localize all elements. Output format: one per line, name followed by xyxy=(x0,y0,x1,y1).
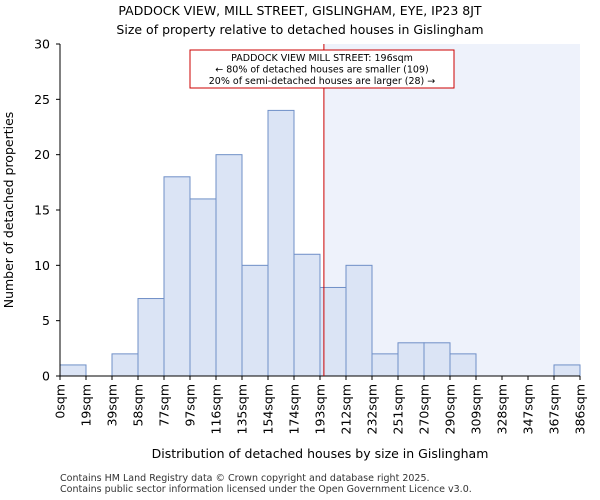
bar xyxy=(111,353,139,377)
x-tick-label: 193sqm xyxy=(313,384,328,434)
x-tick-label: 97sqm xyxy=(183,384,198,427)
x-tick-label: 58sqm xyxy=(131,384,146,427)
x-tick-label: 174sqm xyxy=(287,384,302,434)
x-tick-label: 386sqm xyxy=(573,384,588,434)
x-tick-label: 19sqm xyxy=(79,384,94,427)
footer-licence: Contains public sector information licen… xyxy=(60,484,472,495)
x-tick-label: 39sqm xyxy=(105,384,120,427)
x-tick-label: 328sqm xyxy=(495,384,510,434)
annotation-line: PADDOCK VIEW MILL STREET: 196sqm xyxy=(231,53,413,64)
bar xyxy=(163,176,191,377)
x-tick-label: 251sqm xyxy=(391,384,406,434)
bar xyxy=(449,353,477,377)
bar xyxy=(553,364,581,377)
bar xyxy=(423,342,451,377)
x-tick-label: 290sqm xyxy=(443,384,458,434)
x-tick-label: 77sqm xyxy=(157,384,172,427)
footer-copyright: Contains HM Land Registry data © Crown c… xyxy=(60,473,430,484)
bar xyxy=(241,264,269,377)
plot-area: 0 5 10 15 20 25 30 0sqm 19sqm 39sqm 58sqm 77sqm 97sq… xyxy=(34,37,587,435)
bar xyxy=(345,264,373,377)
x-tick-label: 154sqm xyxy=(261,384,276,434)
y-tick-label: 20 xyxy=(34,147,50,162)
bar xyxy=(293,253,321,377)
x-tick-label: 232sqm xyxy=(365,384,380,434)
bar xyxy=(137,298,165,377)
y-tick-label: 30 xyxy=(34,37,50,52)
annotation-box xyxy=(189,49,455,89)
chart-title: PADDOCK VIEW, MILL STREET, GISLINGHAM, E… xyxy=(118,3,482,18)
x-tick-label: 367sqm xyxy=(547,384,562,434)
x-tick-label: 270sqm xyxy=(417,384,432,434)
x-tick-label: 0sqm xyxy=(53,384,68,419)
y-tick-label: 5 xyxy=(42,313,50,328)
y-tick-label: 15 xyxy=(34,203,50,218)
y-tick-label: 0 xyxy=(42,369,50,384)
annotation-line: 20% of semi-detached houses are larger (… xyxy=(209,76,436,87)
x-tick-label: 347sqm xyxy=(521,384,536,434)
x-tick-label: 116sqm xyxy=(209,384,224,434)
y-axis-label: Number of detached properties xyxy=(1,112,16,309)
annotation-line: ← 80% of detached houses are smaller (10… xyxy=(215,65,428,76)
x-tick-label: 212sqm xyxy=(339,384,354,434)
bar xyxy=(215,154,243,377)
bar xyxy=(371,353,399,377)
y-tick-label: 25 xyxy=(34,92,50,107)
x-tick-label: 135sqm xyxy=(235,384,250,434)
chart-subtitle: Size of property relative to detached ho… xyxy=(116,22,483,37)
x-axis-label: Distribution of detached houses by size … xyxy=(152,446,489,461)
bar xyxy=(59,364,87,377)
bar xyxy=(267,109,295,377)
bar xyxy=(189,198,217,377)
x-tick-label: 309sqm xyxy=(469,384,484,434)
y-tick-label: 10 xyxy=(34,258,50,273)
bar xyxy=(397,342,425,377)
